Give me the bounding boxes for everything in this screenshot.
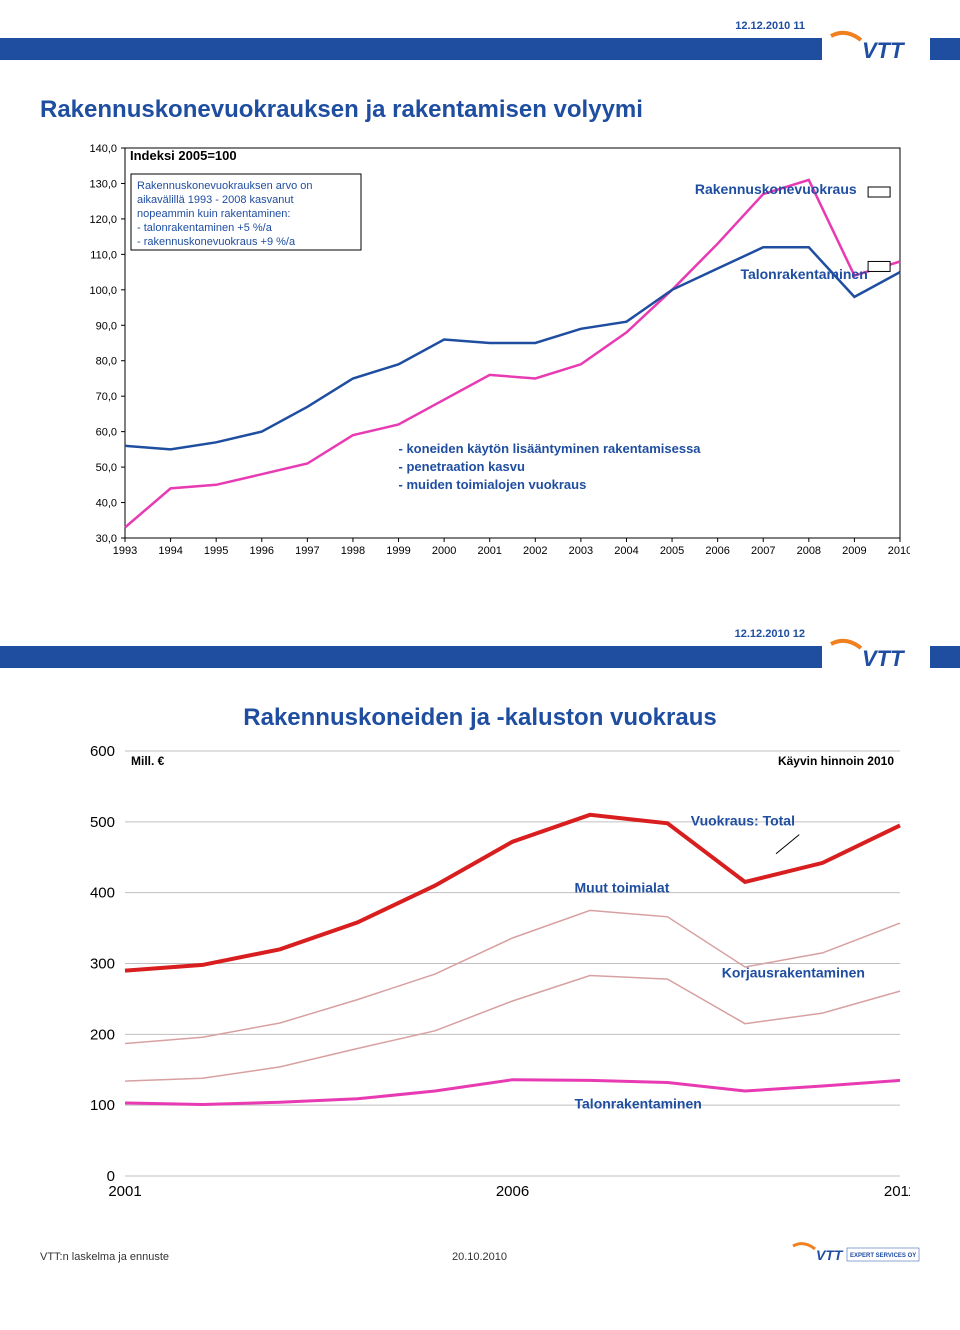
- svg-text:1996: 1996: [250, 545, 274, 557]
- chart1-svg: 30,0 40,0 50,0 60,0 70,0 80,0 90,0 100,0 110,0 12…: [70, 138, 910, 568]
- page-footer: VTT:n laskelma ja ennuste 20.10.2010 VTT…: [0, 1236, 960, 1283]
- svg-text:VTT: VTT: [862, 646, 905, 671]
- vtt-logo-icon: VTT: [826, 636, 926, 676]
- svg-text:Talonrakentaminen: Talonrakentaminen: [575, 1096, 702, 1112]
- chart2-svg: 0100200300400500600200120062011Mill. €Kä…: [70, 746, 910, 1206]
- svg-text:2005: 2005: [660, 545, 684, 557]
- svg-text:1993: 1993: [113, 545, 137, 557]
- svg-text:Korjausrakentaminen: Korjausrakentaminen: [722, 965, 865, 981]
- svg-text:1995: 1995: [204, 545, 228, 557]
- svg-text:2007: 2007: [751, 545, 775, 557]
- svg-text:50,0: 50,0: [96, 462, 117, 474]
- svg-text:30,0: 30,0: [96, 533, 117, 545]
- svg-text:VTT: VTT: [862, 38, 905, 63]
- slide-title-2: Rakennuskoneiden ja -kaluston vuokraus: [40, 704, 920, 732]
- svg-text:40,0: 40,0: [96, 498, 117, 510]
- vtt-logo-2: VTT: [822, 634, 930, 678]
- svg-text:90,0: 90,0: [96, 320, 117, 332]
- vtt-expert-logo-icon: VTT EXPERT SERVICES OY: [790, 1240, 920, 1270]
- svg-text:80,0: 80,0: [96, 356, 117, 368]
- vtt-logo-icon: VTT: [826, 28, 926, 68]
- svg-text:2006: 2006: [496, 1183, 529, 1200]
- svg-text:Talonrakentaminen: Talonrakentaminen: [740, 266, 867, 282]
- svg-text:VTT: VTT: [816, 1247, 844, 1263]
- svg-text:200: 200: [90, 1026, 115, 1043]
- svg-text:1998: 1998: [341, 545, 365, 557]
- svg-text:Muut toimialat: Muut toimialat: [575, 880, 670, 896]
- svg-text:120,0: 120,0: [89, 214, 117, 226]
- svg-text:1997: 1997: [295, 545, 319, 557]
- svg-text:2001: 2001: [477, 545, 501, 557]
- svg-text:400: 400: [90, 885, 115, 902]
- svg-text:110,0: 110,0: [90, 249, 117, 261]
- svg-text:130,0: 130,0: [89, 178, 117, 190]
- svg-text:140,0: 140,0: [89, 143, 117, 155]
- header-blue-bar: [0, 38, 960, 60]
- slide-1: 12.12.2010 11 VTT Rakennuskonevuokraukse…: [0, 0, 960, 598]
- svg-text:- rakennuskonevuokraus +9 %/a: - rakennuskonevuokraus +9 %/a: [137, 236, 296, 248]
- svg-text:1999: 1999: [386, 545, 410, 557]
- svg-text:2011: 2011: [884, 1183, 910, 1200]
- footer-right: VTT EXPERT SERVICES OY: [790, 1240, 920, 1273]
- svg-text:Käyvin hinnoin 2010: Käyvin hinnoin 2010: [778, 754, 894, 768]
- date-page-1: 12.12.2010 11: [735, 20, 805, 32]
- svg-text:2006: 2006: [705, 545, 729, 557]
- svg-text:- penetraation kasvu: - penetraation kasvu: [399, 459, 525, 474]
- svg-text:Rakennuskonevuokraus: Rakennuskonevuokraus: [695, 181, 857, 197]
- svg-text:2003: 2003: [569, 545, 593, 557]
- svg-text:70,0: 70,0: [96, 391, 117, 403]
- svg-text:2001: 2001: [108, 1183, 141, 1200]
- svg-text:Rakennuskonevuokrauksen arvo o: Rakennuskonevuokrauksen arvo on: [137, 180, 313, 192]
- svg-text:100,0: 100,0: [89, 285, 117, 297]
- svg-text:100: 100: [90, 1097, 115, 1114]
- svg-text:1994: 1994: [158, 545, 182, 557]
- svg-text:Mill. €: Mill. €: [131, 754, 165, 768]
- svg-text:nopeammin kuin rakentaminen:: nopeammin kuin rakentaminen:: [137, 208, 290, 220]
- footer-center: 20.10.2010: [452, 1251, 507, 1263]
- svg-text:60,0: 60,0: [96, 427, 117, 439]
- svg-text:- talonrakentaminen +5: - talonrakentaminen +5 %/a: [137, 222, 273, 234]
- svg-text:Vuokraus: Total: Vuokraus: Total: [691, 812, 795, 828]
- vtt-logo-1: VTT: [822, 26, 930, 70]
- svg-text:- koneiden käytön lisääntymine: - koneiden käytön lisääntyminen rakentam…: [399, 441, 702, 456]
- date-page-2: 12.12.2010 12: [735, 628, 805, 640]
- slide-header-1: 12.12.2010 11 VTT: [40, 20, 920, 76]
- svg-text:- muiden toimialojen vuokraus: - muiden toimialojen vuokraus: [399, 477, 587, 492]
- chart-1: 30,0 40,0 50,0 60,0 70,0 80,0 90,0 100,0 110,0 12…: [70, 138, 910, 568]
- slide-title-1: Rakennuskonevuokrauksen ja rakentamisen …: [40, 96, 920, 124]
- svg-text:600: 600: [90, 746, 115, 760]
- svg-text:EXPERT SERVICES OY: EXPERT SERVICES OY: [850, 1253, 916, 1259]
- slide-header-2: 12.12.2010 12 VTT: [40, 628, 920, 684]
- svg-text:500: 500: [90, 814, 115, 831]
- header-blue-bar-2: [0, 646, 960, 668]
- svg-text:2009: 2009: [842, 545, 866, 557]
- svg-text:2004: 2004: [614, 545, 638, 557]
- slide-2: 12.12.2010 12 VTT Rakennuskoneiden ja -k…: [0, 598, 960, 1236]
- svg-text:2000: 2000: [432, 545, 456, 557]
- svg-text:2010: 2010: [888, 545, 910, 557]
- footer-left: VTT:n laskelma ja ennuste: [40, 1251, 169, 1263]
- chart-2: 0100200300400500600200120062011Mill. €Kä…: [70, 746, 910, 1206]
- svg-text:2002: 2002: [523, 545, 547, 557]
- svg-text:Indeksi 2005=100: Indeksi 2005=100: [130, 148, 237, 163]
- svg-text:300: 300: [90, 956, 115, 973]
- svg-text:2008: 2008: [797, 545, 821, 557]
- svg-text:aikavälillä 1993 - 2008 kasvan: aikavälillä 1993 - 2008 kasvanut: [137, 194, 294, 206]
